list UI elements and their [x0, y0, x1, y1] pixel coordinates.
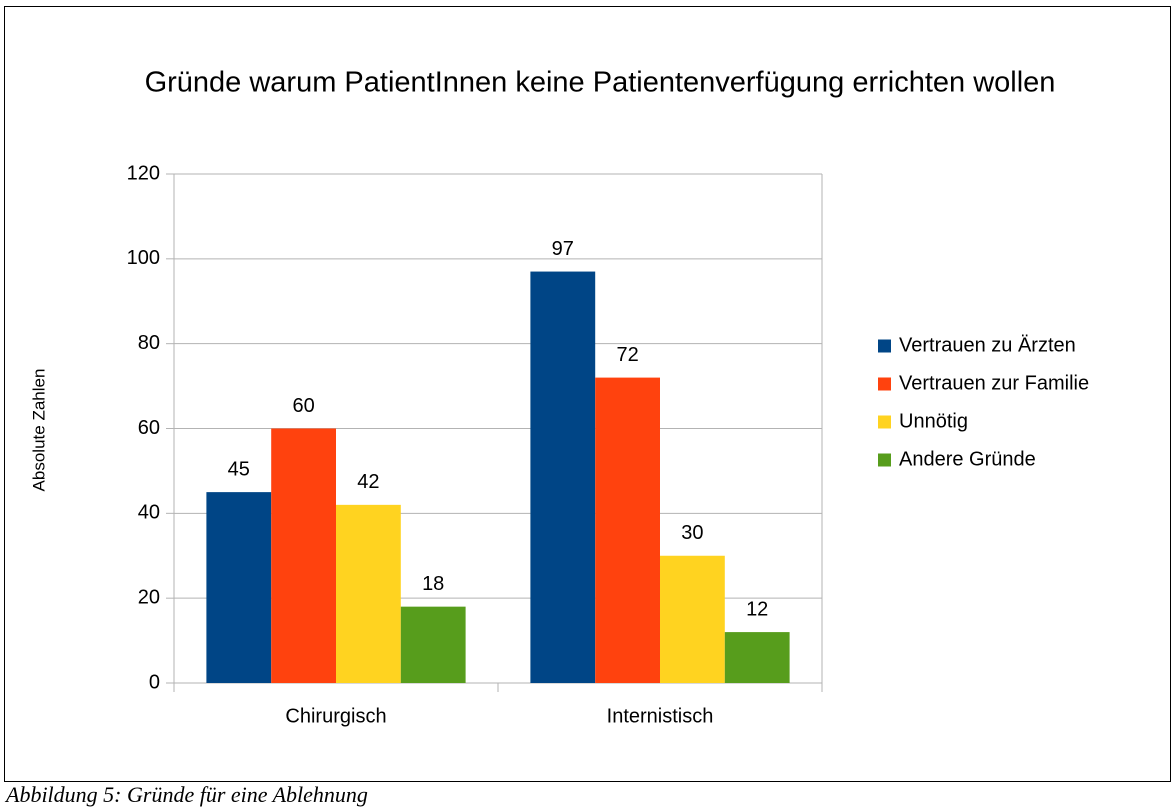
data-label: 45	[228, 458, 250, 480]
data-label: 18	[422, 573, 444, 595]
legend-swatch	[878, 453, 891, 467]
bar	[206, 492, 272, 683]
data-label: 97	[552, 238, 574, 260]
bar	[595, 377, 660, 683]
y-tick-label: 20	[138, 586, 160, 608]
chart-title: Gründe warum PatientInnen keine Patiente…	[145, 67, 1056, 99]
x-tick-label: Internistisch	[607, 705, 714, 727]
frame	[4, 6, 1171, 782]
legend-swatch	[878, 377, 891, 391]
legend-label: Andere Gründe	[899, 448, 1036, 470]
legend-label: Vertrauen zu Ärzten	[899, 334, 1076, 356]
bar	[336, 504, 401, 683]
y-tick-label: 40	[138, 502, 160, 524]
legend-label: Unnötig	[899, 410, 968, 432]
bar	[400, 606, 466, 683]
x-tick-label: Chirurgisch	[285, 705, 386, 727]
y-tick-label: 80	[138, 332, 160, 354]
y-tick-label: 60	[138, 417, 160, 439]
y-tick-label: 0	[149, 671, 160, 693]
y-tick-label: 100	[127, 247, 160, 269]
data-label: 30	[681, 522, 703, 544]
bar	[530, 271, 596, 683]
data-label: 42	[357, 471, 379, 493]
data-label: 72	[616, 344, 638, 366]
bar	[660, 555, 725, 683]
y-tick-label: 120	[127, 162, 160, 184]
legend-swatch	[878, 339, 891, 353]
bar	[271, 428, 336, 683]
bar	[724, 632, 790, 683]
legend-swatch	[878, 415, 891, 429]
legend-label: Vertrauen zur Familie	[899, 372, 1089, 394]
data-label: 12	[746, 598, 768, 620]
caption: Abbildung 5: Gründe für eine Ablehnung	[4, 782, 368, 807]
y-axis-label: Absolute Zahlen	[29, 369, 48, 492]
data-label: 60	[292, 395, 314, 417]
